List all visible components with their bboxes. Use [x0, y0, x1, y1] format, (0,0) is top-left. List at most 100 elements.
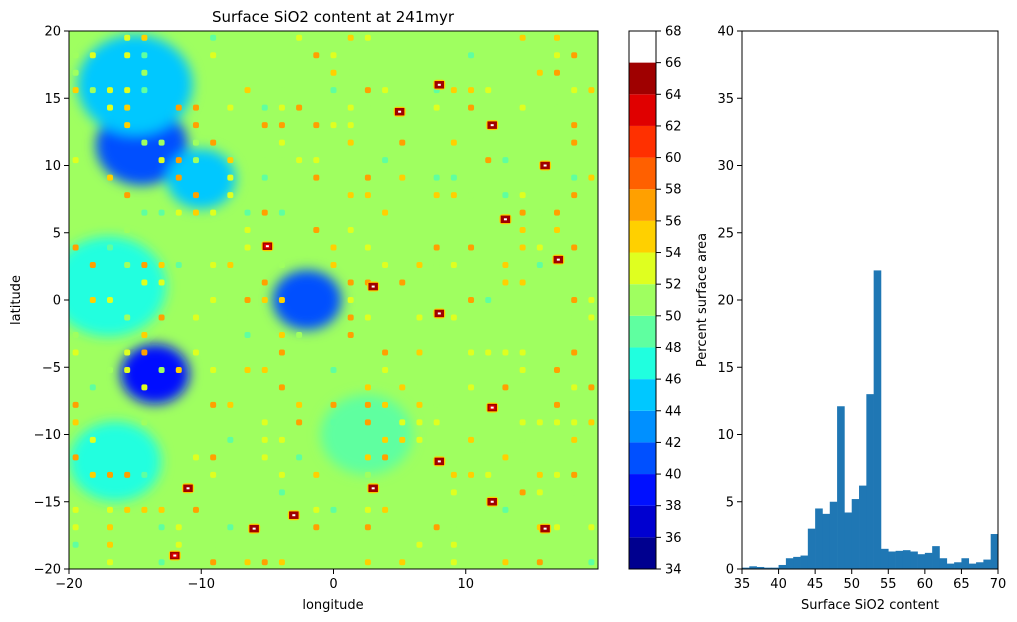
heatmap-cell — [330, 87, 337, 94]
histogram-bar — [829, 501, 838, 569]
heatmap-cell — [433, 401, 440, 408]
heatmap-cell — [330, 401, 337, 408]
heatmap-cell — [106, 104, 113, 111]
low-silica-zone — [77, 34, 193, 135]
heatmap-cell — [72, 454, 79, 461]
heatmap-cell — [278, 157, 285, 164]
heatmap-cell — [175, 209, 182, 216]
heatmap-cell — [571, 419, 578, 426]
colorbar-tick-label: 48 — [665, 341, 682, 356]
heatmap-cell — [571, 489, 578, 496]
heatmap-cell — [330, 506, 337, 513]
heatmap-cell — [278, 87, 285, 94]
heatmap-cell — [364, 87, 371, 94]
heatmap-cell — [158, 524, 165, 531]
heatmap-cell — [330, 122, 337, 129]
heatmap-cell — [210, 52, 217, 59]
y-tick-label: 5 — [53, 226, 61, 241]
heatmap-cell — [244, 227, 251, 234]
heatmap-cell — [485, 349, 492, 356]
heatmap-cell — [124, 104, 131, 111]
heatmap-cell — [571, 174, 578, 181]
colorbar-ticks: 34 36 38 40 42 44 46 48 50 52 54 56 58 60 62 64 66 68 — [656, 25, 682, 578]
heatmap-cell — [192, 104, 199, 111]
heatmap-cell — [124, 34, 131, 41]
heatmap-cell — [399, 419, 406, 426]
hot-spot-core — [252, 527, 256, 530]
heatmap-cell — [502, 559, 509, 566]
heatmap-cell — [468, 349, 475, 356]
heatmap-cell — [192, 314, 199, 321]
heatmap-cell — [347, 69, 354, 76]
heatmap-cell — [519, 192, 526, 199]
heatmap-cell — [433, 244, 440, 251]
heatmap-cell — [416, 349, 423, 356]
heatmap-cell — [519, 489, 526, 496]
histogram-bar — [939, 558, 948, 569]
heatmap-cell — [468, 384, 475, 391]
heatmap-cell — [210, 541, 217, 548]
heatmap-cell — [382, 506, 389, 513]
heatmap-cell — [141, 87, 148, 94]
heatmap-cell — [571, 384, 578, 391]
heatmap-cell — [536, 209, 543, 216]
heatmap-cell — [313, 52, 320, 59]
heatmap-cell — [468, 297, 475, 303]
histogram-bar — [961, 558, 970, 569]
y-tick-label: 0 — [726, 563, 734, 578]
histogram-bar — [888, 551, 896, 569]
heatmap-cell — [72, 506, 79, 513]
heatmap-cell — [106, 524, 113, 531]
heatmap-cell — [158, 139, 165, 146]
heatmap-cell — [175, 541, 182, 548]
hot-spot-core — [543, 527, 547, 530]
heatmap-cell — [536, 559, 543, 566]
heatmap-cell — [450, 139, 457, 146]
heatmap-cell — [227, 314, 234, 321]
y-tick-label: 30 — [717, 159, 734, 174]
heatmap-cell — [347, 524, 354, 531]
heatmap-cell — [554, 227, 561, 234]
heatmap-cell — [519, 244, 526, 251]
heatmap-cell — [502, 157, 509, 164]
heatmap-cell — [364, 471, 371, 478]
heatmap-cell — [554, 69, 561, 76]
heatmap-cell — [519, 209, 526, 216]
y-tick-label: −10 — [34, 428, 61, 443]
heatmap-cell — [141, 34, 148, 41]
heatmap-cell — [244, 366, 251, 373]
heatmap-cell — [485, 297, 492, 303]
heatmap-cell — [347, 139, 354, 146]
heatmap-cell — [296, 454, 303, 461]
histogram-y-label: Percent surface area — [695, 233, 710, 367]
heatmap-cell — [158, 559, 165, 566]
heatmap-cell — [416, 262, 423, 269]
heatmap-field — [69, 31, 598, 569]
heatmap-cell — [278, 122, 285, 129]
heatmap-cell — [347, 34, 354, 41]
heatmap-cell — [210, 366, 217, 373]
y-tick-label: 10 — [44, 159, 61, 174]
colorbar-swatch — [629, 125, 656, 158]
hot-spot-core — [265, 245, 269, 248]
heatmap-cell — [313, 471, 320, 478]
histogram-bar — [771, 567, 779, 569]
heatmap-cell — [296, 419, 303, 426]
heatmap-cell — [106, 541, 113, 548]
heatmap-cell — [347, 279, 354, 286]
heatmap-cell — [433, 69, 440, 76]
heatmap-cell — [141, 384, 148, 391]
heatmap-cell — [106, 559, 113, 566]
heatmap-cell — [296, 401, 303, 408]
x-tick-label: 45 — [807, 577, 824, 592]
histogram-bar — [815, 508, 823, 569]
histogram-bar — [749, 566, 757, 569]
histogram-bar — [756, 566, 765, 569]
colorbar-tick-label: 56 — [665, 214, 682, 229]
heatmap-cell — [330, 52, 337, 59]
hot-spot-core — [186, 487, 190, 490]
heatmap-cell — [554, 52, 561, 59]
heatmap-cell — [313, 506, 320, 513]
histogram-bar — [983, 559, 991, 569]
heatmap-cell — [588, 331, 595, 338]
